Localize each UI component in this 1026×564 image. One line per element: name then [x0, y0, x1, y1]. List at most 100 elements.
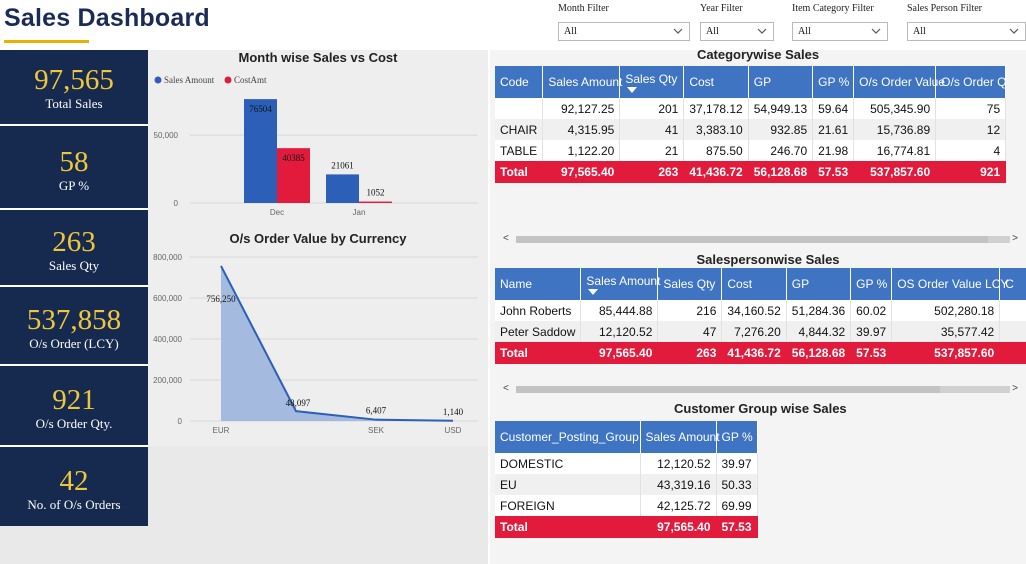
total-cell: 97,565.40	[580, 342, 659, 364]
table-row[interactable]: DOMESTIC 12,120.52 39.97	[495, 453, 758, 474]
y-tick-label: 50,000	[154, 131, 179, 140]
table-row[interactable]: EU 43,319.16 50.33	[495, 474, 758, 495]
sort-descending-icon	[627, 86, 638, 93]
table-row[interactable]: Peter Saddow 12,120.52 47 7,276.20 4,844.32 3…	[495, 321, 1026, 342]
column-header[interactable]: GP %	[716, 421, 758, 453]
sort-descending-icon	[588, 288, 599, 295]
kpi-label: O/s Order Qty.	[35, 416, 113, 431]
chevron-down-icon	[1009, 28, 1019, 34]
bar	[326, 174, 359, 203]
scroll-left-arrow[interactable]: <	[503, 383, 509, 394]
salesperson-sales-table: Name Sales Amount Sales Qty Cost GP GP % OS Or…	[495, 268, 1026, 364]
kpi-gp-percent: 58 GP %	[0, 126, 148, 208]
column-header[interactable]: Customer_Posting_Group	[495, 421, 641, 453]
legend-label: Sales Amount	[164, 75, 215, 85]
column-header-label: Customer_Posting_Group	[500, 430, 639, 444]
salesperson-scrollbar[interactable]: < >	[500, 383, 1026, 395]
column-header[interactable]: Cost	[721, 268, 787, 300]
sales-person-filter-select[interactable]: All	[907, 22, 1026, 41]
table-cell: 43,319.16	[640, 474, 717, 495]
table-row[interactable]: FOREIGN 42,125.72 69.99	[495, 495, 758, 516]
column-header-label: Name	[500, 277, 533, 291]
customer-group-sales-title: Customer Group wise Sales	[674, 401, 847, 416]
category-scrollbar[interactable]: < >	[500, 233, 1026, 245]
column-header[interactable]: Sales Qty	[619, 66, 685, 98]
column-header-label: OS Order Value LCY	[897, 277, 1009, 291]
item-category-filter: Item Category Filter All	[792, 3, 888, 41]
column-header[interactable]: GP %	[812, 66, 855, 98]
table-row[interactable]: 92,127.25 201 37,178.12 54,949.13 59.64 505,3…	[495, 98, 1007, 119]
data-label: 76504	[249, 104, 272, 114]
kpi-label: GP %	[58, 178, 90, 193]
column-header[interactable]: Sales Amount	[580, 268, 660, 300]
kpi-label: No. of O/s Orders	[27, 497, 121, 512]
total-cell: 921	[935, 161, 1007, 183]
kpi-os-order-qty: 921 O/s Order Qty.	[0, 366, 148, 445]
data-label: 1052	[367, 188, 385, 198]
scroll-left-arrow[interactable]: <	[503, 233, 509, 244]
column-header[interactable]: GP	[748, 66, 814, 98]
column-header[interactable]: GP %	[850, 268, 893, 300]
column-header[interactable]: O/s Order Q	[935, 66, 1007, 98]
column-header-label: Sales Qty	[663, 277, 716, 291]
os-order-currency-chart: 0 200,000 400,000 600,000 800,000 756,250 EUR 4…	[153, 253, 478, 435]
table-cell: 21.98	[812, 140, 855, 161]
area-fill	[221, 265, 453, 421]
table-cell: 50.33	[716, 474, 758, 495]
table-cell	[495, 98, 544, 119]
legend-label: CostAmt	[234, 75, 267, 85]
scroll-thumb[interactable]	[516, 236, 988, 243]
kpi-label: Sales Qty	[48, 258, 100, 273]
table-cell: 47	[657, 321, 723, 342]
scroll-right-arrow[interactable]: >	[1012, 383, 1018, 394]
year-filter-select[interactable]: All	[700, 22, 774, 41]
table-cell	[999, 321, 1026, 342]
chevron-down-icon	[871, 28, 881, 34]
column-header[interactable]: O/s Order Value	[853, 66, 945, 98]
table-cell: 201	[619, 98, 685, 119]
kpi-total-sales: 97,565 Total Sales	[0, 50, 148, 124]
column-header[interactable]: OS Order Value LCY	[891, 268, 1008, 300]
total-row: Total 97,565.40 263 41,436.72 56,128.68 57.53…	[495, 161, 1007, 183]
bar	[359, 201, 392, 203]
kpi-label: Total Sales	[45, 96, 103, 111]
column-header[interactable]: Sales Amount	[640, 421, 720, 453]
left-filler	[0, 526, 148, 564]
area-chart-title: O/s Order Value by Currency	[229, 231, 407, 246]
column-header-label: Sales Amount	[548, 75, 623, 89]
total-row: Total 97,565.40 57.53	[495, 516, 758, 538]
total-cell: 537,857.60	[853, 161, 937, 183]
total-cell: 97,565.40	[542, 161, 621, 183]
column-header[interactable]: Code	[495, 66, 544, 98]
scroll-thumb[interactable]	[516, 386, 940, 393]
table-cell: 15,736.89	[853, 119, 937, 140]
total-cell: Total	[495, 342, 582, 364]
month-filter-select[interactable]: All	[558, 22, 690, 41]
table-cell: 246.70	[748, 140, 814, 161]
customer-group-table-wrap: Customer_Posting_Group Sales Amount GP % DO…	[495, 421, 785, 543]
scroll-right-arrow[interactable]: >	[1012, 233, 1018, 244]
item-category-filter-value: All	[798, 26, 811, 37]
column-header-label: C	[1005, 277, 1014, 291]
column-header[interactable]: Cost	[683, 66, 749, 98]
column-header[interactable]: Sales Qty	[657, 268, 723, 300]
item-category-filter-select[interactable]: All	[792, 22, 888, 41]
total-cell: 263	[657, 342, 723, 364]
month-sales-cost-chart: Sales Amount CostAmt 0 50,000 76504 40385 Dec 2…	[154, 75, 478, 217]
column-header[interactable]: C	[999, 268, 1026, 300]
column-header[interactable]: GP	[786, 268, 852, 300]
table-cell: 85,444.88	[580, 300, 659, 321]
column-header[interactable]: Name	[495, 268, 582, 300]
column-header[interactable]: Sales Amount	[542, 66, 623, 98]
table-cell: FOREIGN	[495, 495, 641, 516]
table-cell: 51,284.36	[786, 300, 852, 321]
kpi-value: 97,565	[34, 64, 114, 96]
data-label: 756,250	[206, 294, 236, 304]
table-row[interactable]: John Roberts 85,444.88 216 34,160.52 51,284.…	[495, 300, 1026, 321]
table-cell: DOMESTIC	[495, 453, 641, 474]
table-cell: 12	[935, 119, 1007, 140]
table-cell: 1,122.20	[542, 140, 621, 161]
table-row[interactable]: CHAIR 4,315.95 41 3,383.10 932.85 21.61 15,736…	[495, 119, 1007, 140]
table-row[interactable]: TABLE 1,122.20 21 875.50 246.70 21.98 16,774.8…	[495, 140, 1007, 161]
table-cell: John Roberts	[495, 300, 582, 321]
